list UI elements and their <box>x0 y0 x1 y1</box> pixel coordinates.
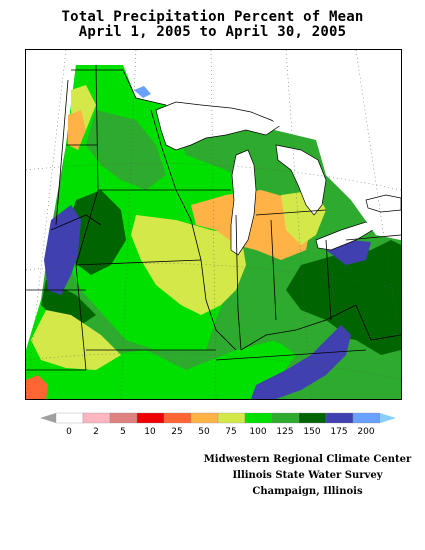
precipitation-map-canvas <box>26 50 401 399</box>
legend-label: 125 <box>276 427 293 437</box>
legend-label: 100 <box>249 427 266 437</box>
legend-swatch <box>271 412 300 424</box>
legend-swatch <box>136 412 165 424</box>
map-title-line-2: April 1, 2005 to April 30, 2005 <box>78 24 347 40</box>
precip-area-orange-nw <box>68 110 86 150</box>
legend-label: 0 <box>66 427 72 437</box>
legend-label: 200 <box>357 427 374 437</box>
legend-label: 75 <box>225 427 236 437</box>
lake-huron <box>275 144 327 216</box>
legend-swatch <box>325 412 354 424</box>
precip-area-green-south <box>26 300 296 399</box>
precip-area-light-blue-north <box>134 86 151 98</box>
legend-swatch <box>352 412 381 424</box>
map-title-line-1: Total Precipitation Percent of Mean <box>61 9 364 25</box>
credit-line-3: Champaign, Illinois <box>252 486 363 497</box>
lake-ontario <box>365 194 401 213</box>
precip-area-dark-green-west <box>66 190 126 275</box>
legend-color-bar <box>40 412 396 424</box>
precip-area-red-orange-sw <box>26 375 48 399</box>
precip-area-blue-west <box>44 205 81 295</box>
precip-area-yellow-green-sw <box>31 310 121 370</box>
legend-left-cap <box>40 413 56 423</box>
legend-label: 10 <box>144 427 156 437</box>
credit-line-2: Illinois State Water Survey <box>232 470 383 481</box>
legend-swatch <box>298 412 327 424</box>
precipitation-map <box>25 49 402 400</box>
legend-swatch <box>82 412 111 424</box>
legend-swatch <box>217 412 246 424</box>
precip-area-medium-green-east <box>256 290 346 350</box>
legend-swatch <box>244 412 273 424</box>
precip-area-yellow-green-central <box>131 215 246 315</box>
credit-line-1: Midwestern Regional Climate Center <box>203 454 412 465</box>
legend-label: 5 <box>120 427 126 437</box>
legend-swatch <box>109 412 138 424</box>
legend-label: 175 <box>330 427 347 437</box>
legend: 0 2 5 10 25 50 75 100 125 150 175 200 <box>40 412 396 437</box>
canada-ne-region <box>256 50 401 240</box>
legend-swatch <box>190 412 219 424</box>
legend-label: 150 <box>303 427 320 437</box>
precip-area-blue-east <box>251 325 351 399</box>
legend-swatch <box>163 412 192 424</box>
legend-label: 25 <box>171 427 182 437</box>
lake-superior <box>155 101 282 151</box>
lake-michigan <box>230 149 257 256</box>
lake-erie <box>315 221 377 251</box>
legend-right-cap <box>380 413 396 423</box>
legend-label: 50 <box>198 427 210 437</box>
legend-swatch <box>55 412 84 424</box>
graticule <box>26 50 401 399</box>
legend-label: 2 <box>93 427 99 437</box>
state-boundaries <box>26 64 401 371</box>
legend-labels: 0 2 5 10 25 50 75 100 125 150 175 200 <box>66 427 375 437</box>
precip-area-medium-green-nw <box>86 110 166 190</box>
